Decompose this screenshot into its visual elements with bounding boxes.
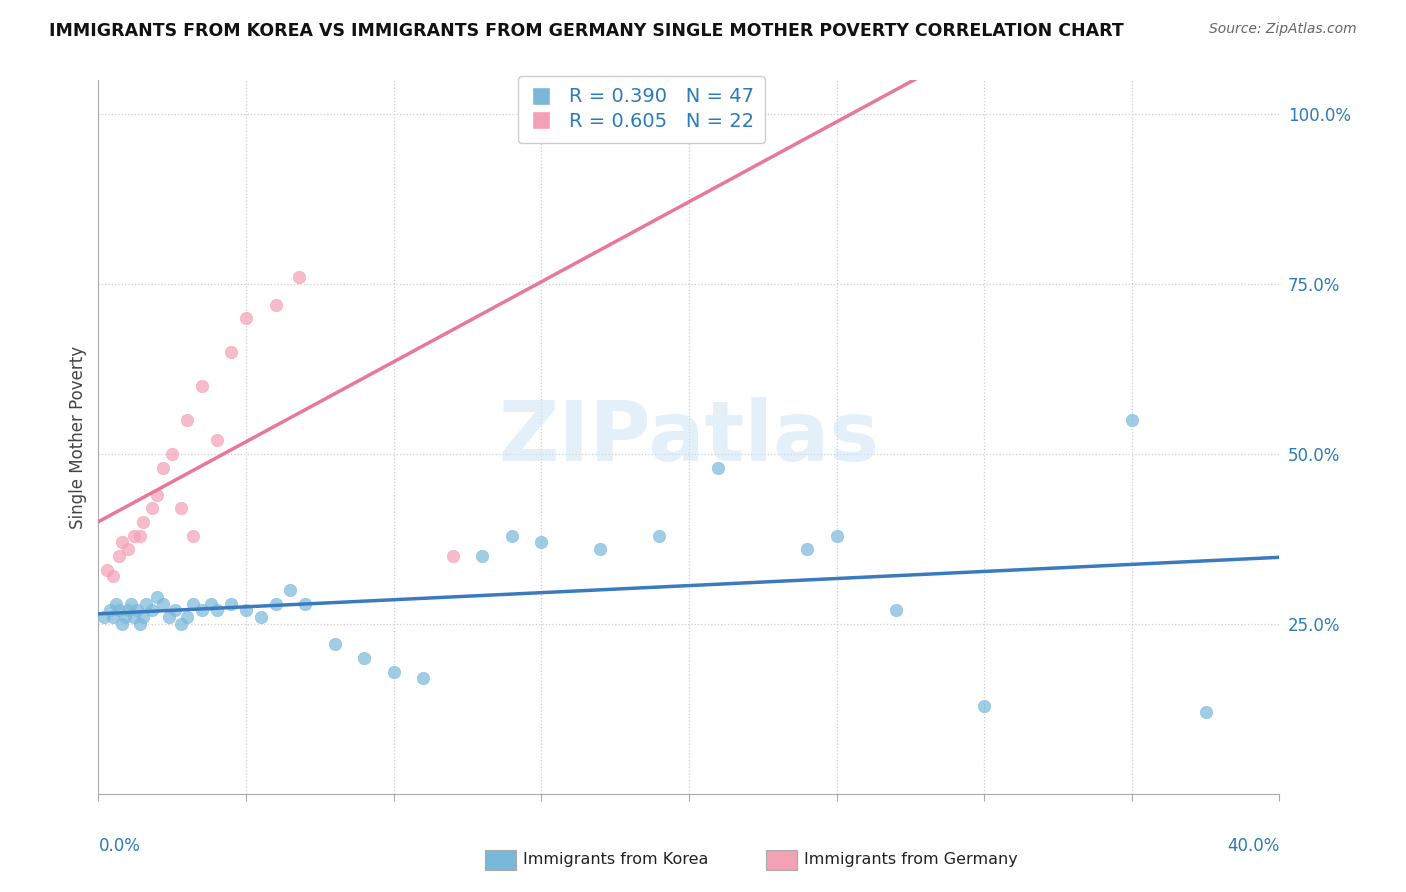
Point — [501, 528, 523, 542]
Point — [111, 617, 134, 632]
Point — [108, 603, 131, 617]
Point — [122, 528, 145, 542]
Point — [221, 597, 243, 611]
Text: 40.0%: 40.0% — [1227, 837, 1279, 855]
Text: 0.0%: 0.0% — [98, 837, 141, 855]
Point — [1195, 706, 1218, 720]
Point — [648, 528, 671, 542]
Point — [146, 488, 169, 502]
Point — [530, 535, 553, 549]
Point — [135, 597, 157, 611]
Point — [117, 603, 139, 617]
Point — [221, 345, 243, 359]
Point — [288, 270, 311, 285]
Point — [589, 542, 612, 557]
Point — [181, 597, 204, 611]
Point — [114, 610, 136, 624]
Point — [471, 549, 494, 563]
Point — [146, 590, 169, 604]
Point — [205, 434, 228, 448]
Point — [280, 582, 302, 597]
Point — [884, 603, 907, 617]
Legend: R = 0.390   N = 47, R = 0.605   N = 22: R = 0.390 N = 47, R = 0.605 N = 22 — [517, 76, 765, 143]
Point — [176, 610, 198, 624]
Point — [103, 610, 125, 624]
Point — [152, 460, 174, 475]
Point — [96, 563, 118, 577]
Point — [141, 501, 163, 516]
Point — [323, 637, 346, 651]
Point — [191, 379, 214, 393]
Point — [93, 610, 115, 624]
Point — [117, 542, 139, 557]
Point — [825, 528, 848, 542]
Point — [250, 610, 273, 624]
Point — [103, 569, 125, 583]
Point — [294, 597, 316, 611]
Point — [152, 597, 174, 611]
Point — [128, 617, 150, 632]
Point — [162, 447, 183, 461]
Y-axis label: Single Mother Poverty: Single Mother Poverty — [69, 345, 87, 529]
Point — [111, 535, 134, 549]
Text: Immigrants from Korea: Immigrants from Korea — [523, 853, 709, 867]
Point — [1121, 413, 1143, 427]
Point — [973, 698, 995, 713]
Point — [132, 515, 155, 529]
Point — [441, 549, 464, 563]
Point — [382, 665, 405, 679]
Point — [264, 597, 287, 611]
Text: IMMIGRANTS FROM KOREA VS IMMIGRANTS FROM GERMANY SINGLE MOTHER POVERTY CORRELATI: IMMIGRANTS FROM KOREA VS IMMIGRANTS FROM… — [49, 22, 1123, 40]
Point — [132, 610, 155, 624]
Point — [98, 603, 121, 617]
Point — [176, 413, 198, 427]
Point — [128, 528, 150, 542]
Point — [122, 610, 145, 624]
Point — [125, 603, 148, 617]
Point — [205, 603, 228, 617]
Text: ZIPatlas: ZIPatlas — [499, 397, 879, 477]
Point — [707, 460, 730, 475]
Point — [200, 597, 222, 611]
Point — [412, 671, 434, 685]
Point — [170, 501, 193, 516]
Point — [120, 597, 142, 611]
Point — [353, 651, 375, 665]
Point — [141, 603, 163, 617]
Point — [105, 597, 128, 611]
Text: Immigrants from Germany: Immigrants from Germany — [804, 853, 1018, 867]
Point — [264, 297, 287, 311]
Point — [170, 617, 193, 632]
Point — [108, 549, 131, 563]
Point — [235, 311, 257, 326]
Point — [181, 528, 204, 542]
Point — [165, 603, 187, 617]
Point — [157, 610, 180, 624]
Point — [796, 542, 818, 557]
Point — [191, 603, 214, 617]
Text: Source: ZipAtlas.com: Source: ZipAtlas.com — [1209, 22, 1357, 37]
Point — [235, 603, 257, 617]
